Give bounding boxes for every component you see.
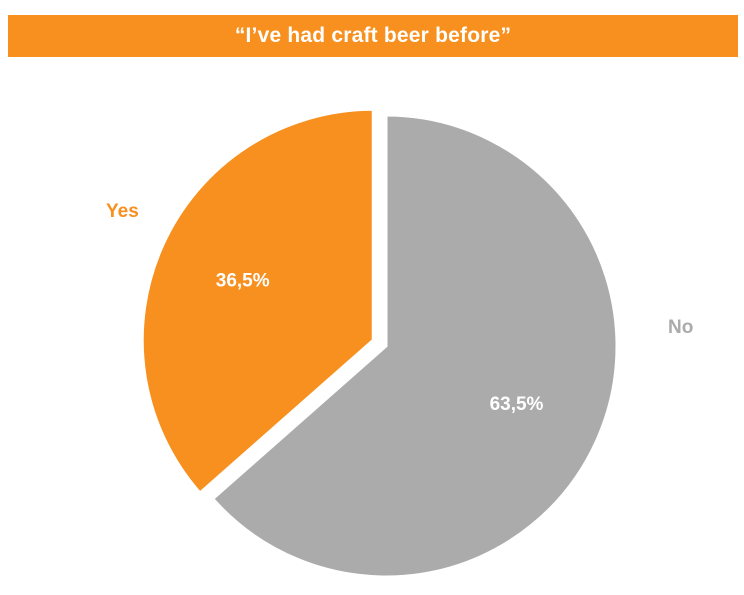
- pie-labels: 36,5% Yes 63,5% No: [106, 201, 693, 415]
- slice-category-label-yes: Yes: [106, 201, 139, 222]
- slice-value-label-yes: 36,5%: [216, 270, 270, 291]
- slice-value-label-no: 63,5%: [490, 394, 544, 415]
- chart-title: “I’ve had craft beer before”: [234, 24, 512, 47]
- slice-category-label-no: No: [668, 317, 693, 338]
- chart-title-bar: “I’ve had craft beer before”: [8, 15, 738, 57]
- pie-slices: [140, 107, 619, 579]
- pie-slice-yes: [140, 107, 375, 496]
- pie-slice-no: [210, 113, 619, 579]
